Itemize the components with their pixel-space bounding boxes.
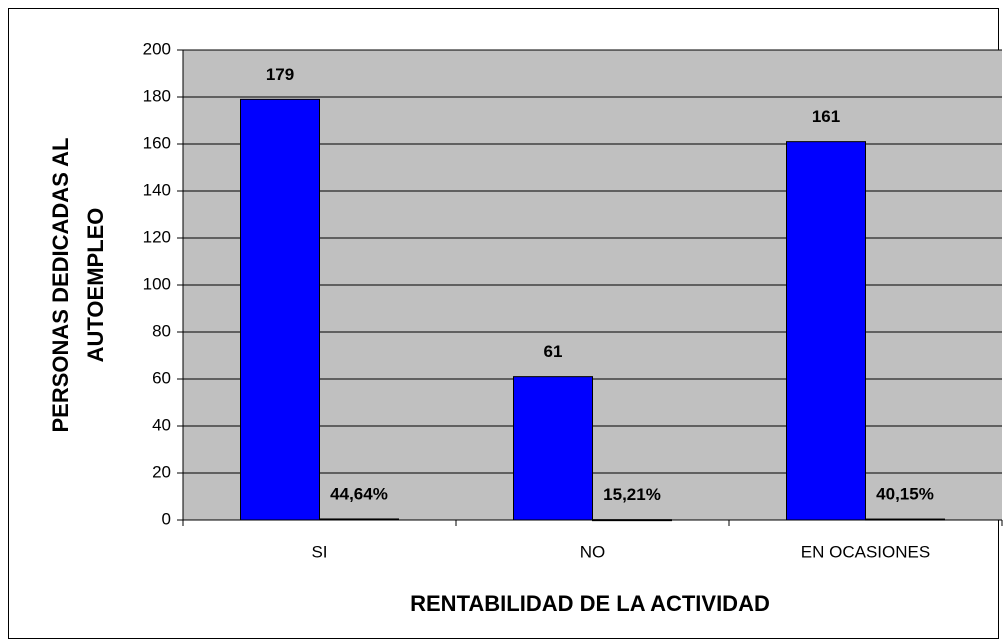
y-axis-title: PERSONAS DEDICADAS AL xyxy=(48,138,73,433)
y-tick-label: 0 xyxy=(162,509,171,528)
y-tick-label: 160 xyxy=(143,133,171,152)
bar xyxy=(513,376,593,521)
bar xyxy=(592,519,672,522)
x-tick-label: SI xyxy=(311,542,327,561)
x-tick-label: EN OCASIONES xyxy=(801,542,930,561)
y-tick-label: 180 xyxy=(143,86,171,105)
bar xyxy=(240,98,320,521)
y-tick-label: 100 xyxy=(143,274,171,293)
data-label: 44,64% xyxy=(330,484,388,503)
y-tick-label: 60 xyxy=(152,368,171,387)
y-tick-label: 140 xyxy=(143,180,171,199)
bar xyxy=(786,141,866,521)
data-label: 161 xyxy=(812,107,840,126)
bar xyxy=(319,518,399,521)
y-tick-label: 200 xyxy=(143,39,171,58)
x-tick-label: NO xyxy=(580,542,606,561)
y-tick-label: 40 xyxy=(152,415,171,434)
bar xyxy=(865,518,945,521)
data-label: 40,15% xyxy=(876,485,934,504)
data-label: 15,21% xyxy=(603,485,661,504)
y-tick-label: 120 xyxy=(143,227,171,246)
x-axis-title: RENTABILIDAD DE LA ACTIVIDAD xyxy=(410,591,770,616)
y-tick-label: 80 xyxy=(152,321,171,340)
plot-area: 0 20 40 60 80 100 120 140 160 180 200 SI 179 44,64% NO… xyxy=(143,39,1003,561)
y-axis-title: AUTOEMPLEO xyxy=(83,208,108,363)
y-tick-label: 20 xyxy=(152,462,171,481)
data-label: 179 xyxy=(266,65,294,84)
data-label: 61 xyxy=(544,342,563,361)
